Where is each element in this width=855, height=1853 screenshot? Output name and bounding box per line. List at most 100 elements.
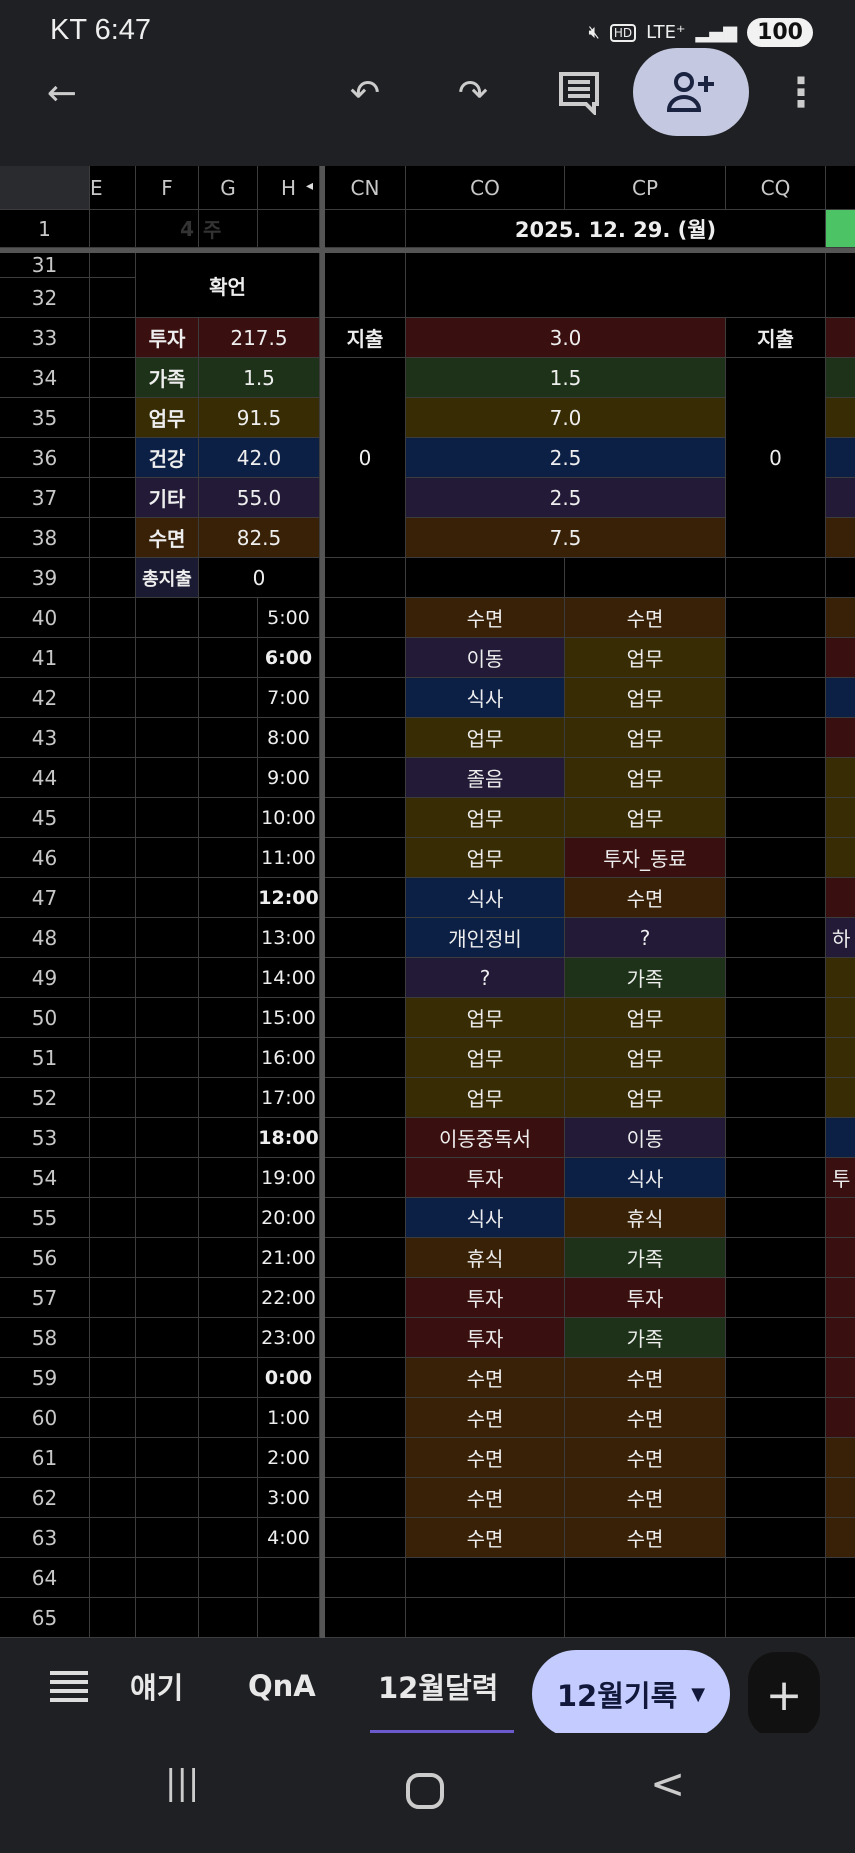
- row-header[interactable]: 59: [0, 1358, 90, 1398]
- week-number[interactable]: 4: [136, 210, 199, 248]
- cell[interactable]: [325, 838, 406, 878]
- cell[interactable]: [136, 878, 199, 918]
- schedule-entry[interactable]: 업무: [406, 718, 565, 758]
- cell[interactable]: [726, 878, 826, 918]
- home-button[interactable]: [406, 1773, 444, 1809]
- cell[interactable]: [90, 718, 136, 758]
- cell[interactable]: [90, 438, 136, 478]
- category-total[interactable]: 1.5: [199, 358, 320, 398]
- cell[interactable]: [726, 958, 826, 998]
- row-header[interactable]: 60: [0, 1398, 90, 1438]
- cell[interactable]: [199, 1438, 258, 1478]
- schedule-entry[interactable]: 식사: [406, 878, 565, 918]
- undo-icon[interactable]: ↶: [349, 72, 381, 114]
- category-total[interactable]: 217.5: [199, 318, 320, 358]
- cell[interactable]: [136, 958, 199, 998]
- cell[interactable]: [199, 998, 258, 1038]
- row-header[interactable]: 49: [0, 958, 90, 998]
- cell[interactable]: [325, 1078, 406, 1118]
- cell[interactable]: [726, 1358, 826, 1398]
- row-header[interactable]: 37: [0, 478, 90, 518]
- time-cell[interactable]: 9:00: [258, 758, 320, 798]
- time-cell[interactable]: 3:00: [258, 1478, 320, 1518]
- cell[interactable]: [726, 838, 826, 878]
- row-header[interactable]: 65: [0, 1598, 90, 1638]
- cell[interactable]: [90, 518, 136, 558]
- redo-icon[interactable]: ↷: [457, 72, 489, 114]
- schedule-entry[interactable]: [826, 1438, 855, 1478]
- cell[interactable]: [325, 1038, 406, 1078]
- cell[interactable]: [90, 1318, 136, 1358]
- cell[interactable]: [325, 718, 406, 758]
- cell[interactable]: [726, 1158, 826, 1198]
- cell[interactable]: [325, 210, 406, 248]
- time-cell[interactable]: 4:00: [258, 1518, 320, 1558]
- time-cell[interactable]: 0:00: [258, 1358, 320, 1398]
- day-category-hours[interactable]: 2.5: [406, 478, 726, 518]
- schedule-entry[interactable]: 가족: [565, 1318, 726, 1358]
- recents-button[interactable]: |||: [165, 1763, 200, 1803]
- cell[interactable]: [565, 1598, 726, 1638]
- cell[interactable]: [90, 558, 136, 598]
- cell[interactable]: [199, 1558, 258, 1598]
- cell[interactable]: [726, 758, 826, 798]
- row-header[interactable]: 50: [0, 998, 90, 1038]
- row-header[interactable]: 62: [0, 1478, 90, 1518]
- schedule-entry[interactable]: 투: [826, 1158, 855, 1198]
- cell[interactable]: [136, 1518, 199, 1558]
- cell[interactable]: [90, 318, 136, 358]
- cell[interactable]: [565, 558, 726, 598]
- row-header[interactable]: 48: [0, 918, 90, 958]
- cell[interactable]: [325, 1518, 406, 1558]
- comment-icon[interactable]: [549, 63, 609, 123]
- cell[interactable]: [325, 878, 406, 918]
- category-label[interactable]: 가족: [136, 358, 199, 398]
- cell[interactable]: [325, 1238, 406, 1278]
- cell[interactable]: [726, 1518, 826, 1558]
- row-header[interactable]: 39: [0, 558, 90, 598]
- next-day-cell[interactable]: [826, 398, 855, 438]
- row-header[interactable]: 54: [0, 1158, 90, 1198]
- expense-label[interactable]: 지출: [726, 318, 826, 358]
- cell[interactable]: [90, 1238, 136, 1278]
- cell[interactable]: [199, 1318, 258, 1358]
- time-cell[interactable]: 16:00: [258, 1038, 320, 1078]
- cell[interactable]: [199, 1598, 258, 1638]
- schedule-entry[interactable]: [826, 1078, 855, 1118]
- row-header[interactable]: 52: [0, 1078, 90, 1118]
- row-header[interactable]: 64: [0, 1558, 90, 1598]
- schedule-entry[interactable]: [826, 998, 855, 1038]
- schedule-entry[interactable]: [826, 1038, 855, 1078]
- cell[interactable]: [90, 958, 136, 998]
- schedule-entry[interactable]: [826, 1278, 855, 1318]
- schedule-entry[interactable]: [826, 1318, 855, 1358]
- cell[interactable]: [726, 558, 826, 598]
- cell[interactable]: [199, 1158, 258, 1198]
- cell[interactable]: [325, 598, 406, 638]
- row-header[interactable]: 40: [0, 598, 90, 638]
- row-header[interactable]: 47: [0, 878, 90, 918]
- schedule-entry[interactable]: [826, 1198, 855, 1238]
- cell[interactable]: [199, 838, 258, 878]
- cell[interactable]: [90, 358, 136, 398]
- time-cell[interactable]: 17:00: [258, 1078, 320, 1118]
- affirmation-header[interactable]: 확언: [136, 253, 320, 318]
- cell[interactable]: [136, 998, 199, 1038]
- cell[interactable]: [258, 1558, 320, 1598]
- schedule-entry[interactable]: 수면: [406, 1358, 565, 1398]
- row-header[interactable]: 1: [0, 210, 90, 248]
- day-category-hours[interactable]: 3.0: [406, 318, 726, 358]
- cell[interactable]: [199, 1118, 258, 1158]
- cell[interactable]: [90, 1478, 136, 1518]
- cell[interactable]: [726, 1118, 826, 1158]
- select-all-corner[interactable]: [0, 166, 90, 210]
- cell[interactable]: [199, 758, 258, 798]
- schedule-entry[interactable]: 업무: [565, 1038, 726, 1078]
- cell[interactable]: [199, 918, 258, 958]
- schedule-entry[interactable]: [826, 758, 855, 798]
- schedule-entry[interactable]: 업무: [565, 998, 726, 1038]
- schedule-entry[interactable]: 업무: [406, 838, 565, 878]
- cell[interactable]: [406, 1598, 565, 1638]
- schedule-entry[interactable]: 업무: [406, 1078, 565, 1118]
- schedule-entry[interactable]: [826, 1518, 855, 1558]
